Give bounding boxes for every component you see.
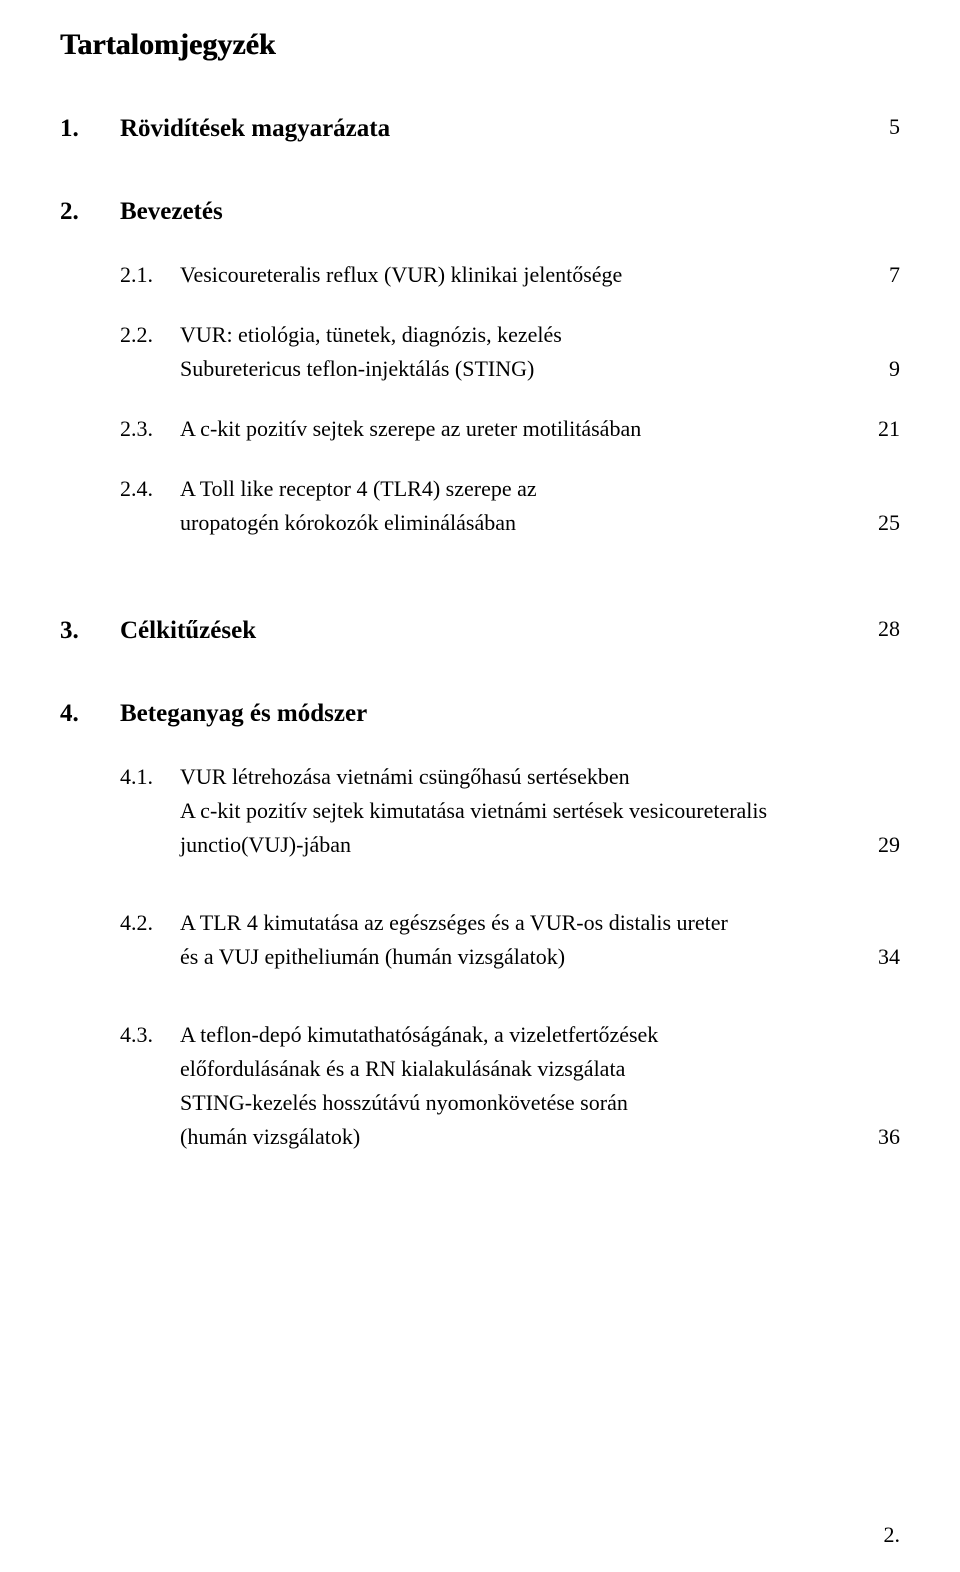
toc-number: 2.4. [120, 472, 180, 506]
toc-number: 4. [60, 695, 120, 734]
toc-sub-row: 4.2. A TLR 4 kimutatása az egészséges és… [60, 906, 900, 940]
toc-number: 2. [60, 193, 120, 232]
toc-page: 29 [852, 828, 900, 862]
toc-sub-cont: (humán vizsgálatok) 36 [60, 1120, 900, 1154]
footer-page-number: 2. [884, 1522, 901, 1548]
toc-page: 34 [852, 940, 900, 974]
toc-label-cont: és a VUJ epitheliumán (humán vizsgálatok… [180, 940, 852, 974]
toc-sub-row: 2.4. A Toll like receptor 4 (TLR4) szere… [60, 472, 900, 506]
toc-sub-row: 2.2. VUR: etiológia, tünetek, diagnózis,… [60, 318, 900, 352]
toc-label: Bevezetés [120, 193, 852, 232]
toc-label: VUR létrehozása vietnámi csüngőhasú sert… [180, 760, 852, 794]
toc-page: 25 [852, 506, 900, 540]
toc-page: 5 [852, 110, 900, 144]
toc-label: Vesicoureteralis reflux (VUR) klinikai j… [180, 258, 852, 292]
toc-label: Célkitűzések [120, 612, 852, 651]
toc-number: 2.1. [120, 258, 180, 292]
toc-sub-cont: junctio(VUJ)-jában 29 [60, 828, 900, 862]
toc-sub-row: 4.1. VUR létrehozása vietnámi csüngőhasú… [60, 760, 900, 794]
toc-label-cont: előfordulásának és a RN kialakulásának v… [180, 1052, 852, 1086]
toc-page: 7 [852, 258, 900, 292]
toc-number: 4.1. [120, 760, 180, 794]
toc-number: 3. [60, 612, 120, 651]
toc-number: 4.2. [120, 906, 180, 940]
toc-label: VUR: etiológia, tünetek, diagnózis, keze… [180, 318, 852, 352]
toc-label-cont: (humán vizsgálatok) [180, 1120, 852, 1154]
toc-label: Beteganyag és módszer [120, 695, 852, 734]
toc-sub-row: 4.3. A teflon-depó kimutathatóságának, a… [60, 1018, 900, 1052]
toc-label-cont: junctio(VUJ)-jában [180, 828, 852, 862]
toc-label: Rövidítések magyarázata [120, 110, 852, 149]
toc-label: A c-kit pozitív sejtek szerepe az ureter… [180, 412, 852, 446]
toc-page: 36 [852, 1120, 900, 1154]
toc-sub-cont: és a VUJ epitheliumán (humán vizsgálatok… [60, 940, 900, 974]
toc-number: 2.3. [120, 412, 180, 446]
toc-sub-cont: A c-kit pozitív sejtek kimutatása vietná… [60, 794, 900, 828]
toc-sub-cont: uropatogén kórokozók eliminálásában 25 [60, 506, 900, 540]
toc-sub-cont: előfordulásának és a RN kialakulásának v… [60, 1052, 900, 1086]
toc-sub-row: 2.3. A c-kit pozitív sejtek szerepe az u… [60, 412, 900, 446]
toc-number: 1. [60, 110, 120, 149]
toc-label: A teflon-depó kimutathatóságának, a vize… [180, 1018, 852, 1052]
toc-section-row: 4. Beteganyag és módszer [60, 695, 900, 734]
toc-page: 9 [852, 352, 900, 386]
document-title: Tartalomjegyzék [60, 28, 900, 62]
toc-section-row: 2. Bevezetés [60, 193, 900, 232]
toc-label-cont: A c-kit pozitív sejtek kimutatása vietná… [180, 794, 852, 828]
toc-number: 4.3. [120, 1018, 180, 1052]
toc-label: A Toll like receptor 4 (TLR4) szerepe az [180, 472, 852, 506]
toc-label-cont: uropatogén kórokozók eliminálásában [180, 506, 852, 540]
toc-label-cont: STING-kezelés hosszútávú nyomonkövetése … [180, 1086, 852, 1120]
toc-sub-row: 2.1. Vesicoureteralis reflux (VUR) klini… [60, 258, 900, 292]
toc-label: A TLR 4 kimutatása az egészséges és a VU… [180, 906, 852, 940]
toc-sub-cont: STING-kezelés hosszútávú nyomonkövetése … [60, 1086, 900, 1120]
toc-number: 2.2. [120, 318, 180, 352]
toc-section-row: 1. Rövidítések magyarázata 5 [60, 110, 900, 149]
page: Tartalomjegyzék 1. Rövidítések magyaráza… [0, 0, 960, 1572]
toc-section-row: 3. Célkitűzések 28 [60, 612, 900, 651]
toc-page: 28 [852, 612, 900, 646]
toc-label-cont: Suburetericus teflon-injektálás (STING) [180, 352, 852, 386]
toc-sub-cont: Suburetericus teflon-injektálás (STING) … [60, 352, 900, 386]
toc-page: 21 [852, 412, 900, 446]
